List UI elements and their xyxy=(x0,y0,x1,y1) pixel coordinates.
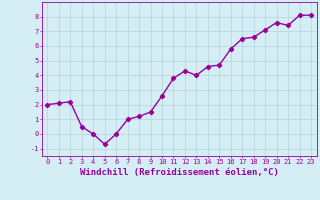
X-axis label: Windchill (Refroidissement éolien,°C): Windchill (Refroidissement éolien,°C) xyxy=(80,168,279,177)
